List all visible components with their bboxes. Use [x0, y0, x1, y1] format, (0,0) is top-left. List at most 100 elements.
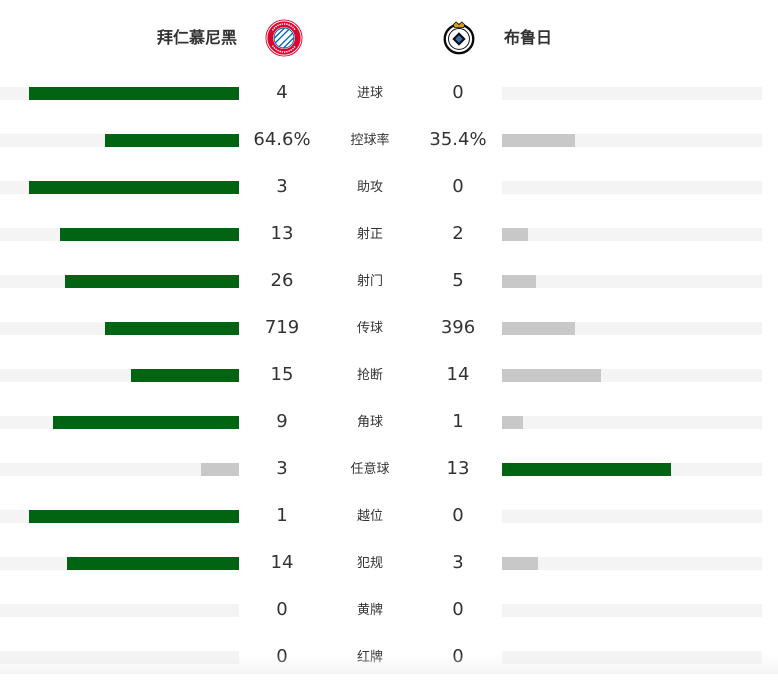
home-stat-value: 15	[270, 364, 294, 385]
away-stat-track	[502, 228, 762, 241]
away-stat-track	[502, 463, 762, 476]
home-stat-track	[0, 134, 239, 147]
home-stat-value: 1	[276, 505, 288, 526]
home-stat-track	[0, 463, 239, 476]
home-team-name[interactable]: 拜仁慕尼黑	[156, 28, 237, 47]
stat-label: 抢断	[356, 368, 383, 383]
home-stat-track	[0, 228, 239, 241]
away-stat-bar	[502, 228, 528, 241]
home-stat-value: 14	[270, 552, 294, 573]
home-stat-bar	[53, 416, 239, 429]
home-stat-track	[0, 87, 239, 100]
home-stat-track	[0, 275, 239, 288]
stat-label: 射门	[356, 274, 383, 289]
home-stat-value: 0	[276, 646, 288, 667]
stat-label: 射正	[356, 227, 383, 242]
stat-row: 3 任意球 13	[0, 446, 778, 493]
home-stat-value: 3	[276, 458, 288, 479]
home-stat-track	[0, 557, 239, 570]
away-stat-value: 14	[446, 364, 470, 385]
home-stat-value: 0	[276, 599, 288, 620]
home-stat-bar	[65, 275, 239, 288]
away-stat-bar	[502, 416, 523, 429]
away-stat-value: 2	[452, 223, 464, 244]
home-stat-track	[0, 181, 239, 194]
stat-label: 角球	[356, 415, 383, 430]
away-stat-bar	[502, 369, 601, 382]
stat-label: 任意球	[350, 462, 390, 477]
home-stat-value: 64.6%	[253, 129, 311, 150]
stat-row: 719 传球 396	[0, 305, 778, 352]
home-stat-value: 9	[276, 411, 288, 432]
away-stat-track	[502, 181, 762, 194]
away-team-name[interactable]: 布鲁日	[504, 28, 553, 47]
stat-row: 13 射正 2	[0, 211, 778, 258]
away-stat-value: 0	[452, 599, 464, 620]
home-stat-track	[0, 369, 239, 382]
away-stat-track	[502, 651, 762, 664]
home-stat-bar	[67, 557, 239, 570]
away-stat-track	[502, 134, 762, 147]
away-stat-value: 5	[452, 270, 464, 291]
away-stat-value: 1	[452, 411, 464, 432]
home-stat-track	[0, 510, 239, 523]
home-stat-value: 719	[264, 317, 300, 338]
away-stat-value: 0	[452, 176, 464, 197]
club-brugge-crest-icon[interactable]	[440, 19, 478, 57]
stat-row: 15 抢断 14	[0, 352, 778, 399]
home-stat-track	[0, 604, 239, 617]
stat-label: 黄牌	[356, 603, 383, 618]
stat-label: 越位	[356, 509, 383, 524]
home-stat-value: 13	[270, 223, 294, 244]
away-stat-value: 3	[452, 552, 464, 573]
home-stat-bar	[29, 181, 239, 194]
stat-label: 犯规	[356, 556, 383, 571]
home-stat-bar	[29, 510, 239, 523]
stat-row: 4 进球 0	[0, 70, 778, 117]
away-stat-bar	[502, 275, 536, 288]
away-stat-track	[502, 604, 762, 617]
home-stat-bar	[29, 87, 239, 100]
home-stat-bar	[105, 322, 239, 335]
away-stat-bar	[502, 463, 671, 476]
stat-label: 助攻	[356, 180, 383, 195]
stat-row: 9 角球 1	[0, 399, 778, 446]
away-stat-value: 396	[440, 317, 476, 338]
stat-row: 0 黄牌 0	[0, 587, 778, 634]
away-stat-value: 13	[446, 458, 470, 479]
away-stat-value: 0	[452, 505, 464, 526]
home-stat-bar	[105, 134, 239, 147]
away-stat-track	[502, 510, 762, 523]
away-stat-track	[502, 557, 762, 570]
stat-row: 64.6% 控球率 35.4%	[0, 117, 778, 164]
home-stat-value: 26	[270, 270, 294, 291]
home-stat-value: 4	[276, 82, 288, 103]
stat-label: 红牌	[356, 650, 383, 665]
stat-row: 1 越位 0	[0, 493, 778, 540]
home-stat-track	[0, 322, 239, 335]
home-stat-track	[0, 651, 239, 664]
away-stat-track	[502, 416, 762, 429]
away-stat-bar	[502, 134, 575, 147]
stat-label: 控球率	[350, 133, 390, 148]
away-stat-bar	[502, 557, 538, 570]
away-stat-track	[502, 322, 762, 335]
stat-row: 14 犯规 3	[0, 540, 778, 587]
match-header: 拜仁慕尼黑 布鲁日	[0, 0, 778, 80]
home-stat-track	[0, 416, 239, 429]
away-stat-track	[502, 369, 762, 382]
away-stat-value: 35.4%	[429, 129, 487, 150]
away-stat-track	[502, 275, 762, 288]
away-stat-value: 0	[452, 646, 464, 667]
bayern-munich-crest-icon[interactable]	[265, 19, 303, 57]
home-stat-value: 3	[276, 176, 288, 197]
stat-label: 传球	[356, 321, 383, 336]
home-stat-bar	[60, 228, 239, 241]
home-stat-bar	[201, 463, 239, 476]
away-stat-bar	[502, 322, 575, 335]
away-stat-track	[502, 87, 762, 100]
stat-row: 26 射门 5	[0, 258, 778, 305]
stat-row: 3 助攻 0	[0, 164, 778, 211]
home-stat-bar	[131, 369, 239, 382]
stat-label: 进球	[356, 86, 383, 101]
